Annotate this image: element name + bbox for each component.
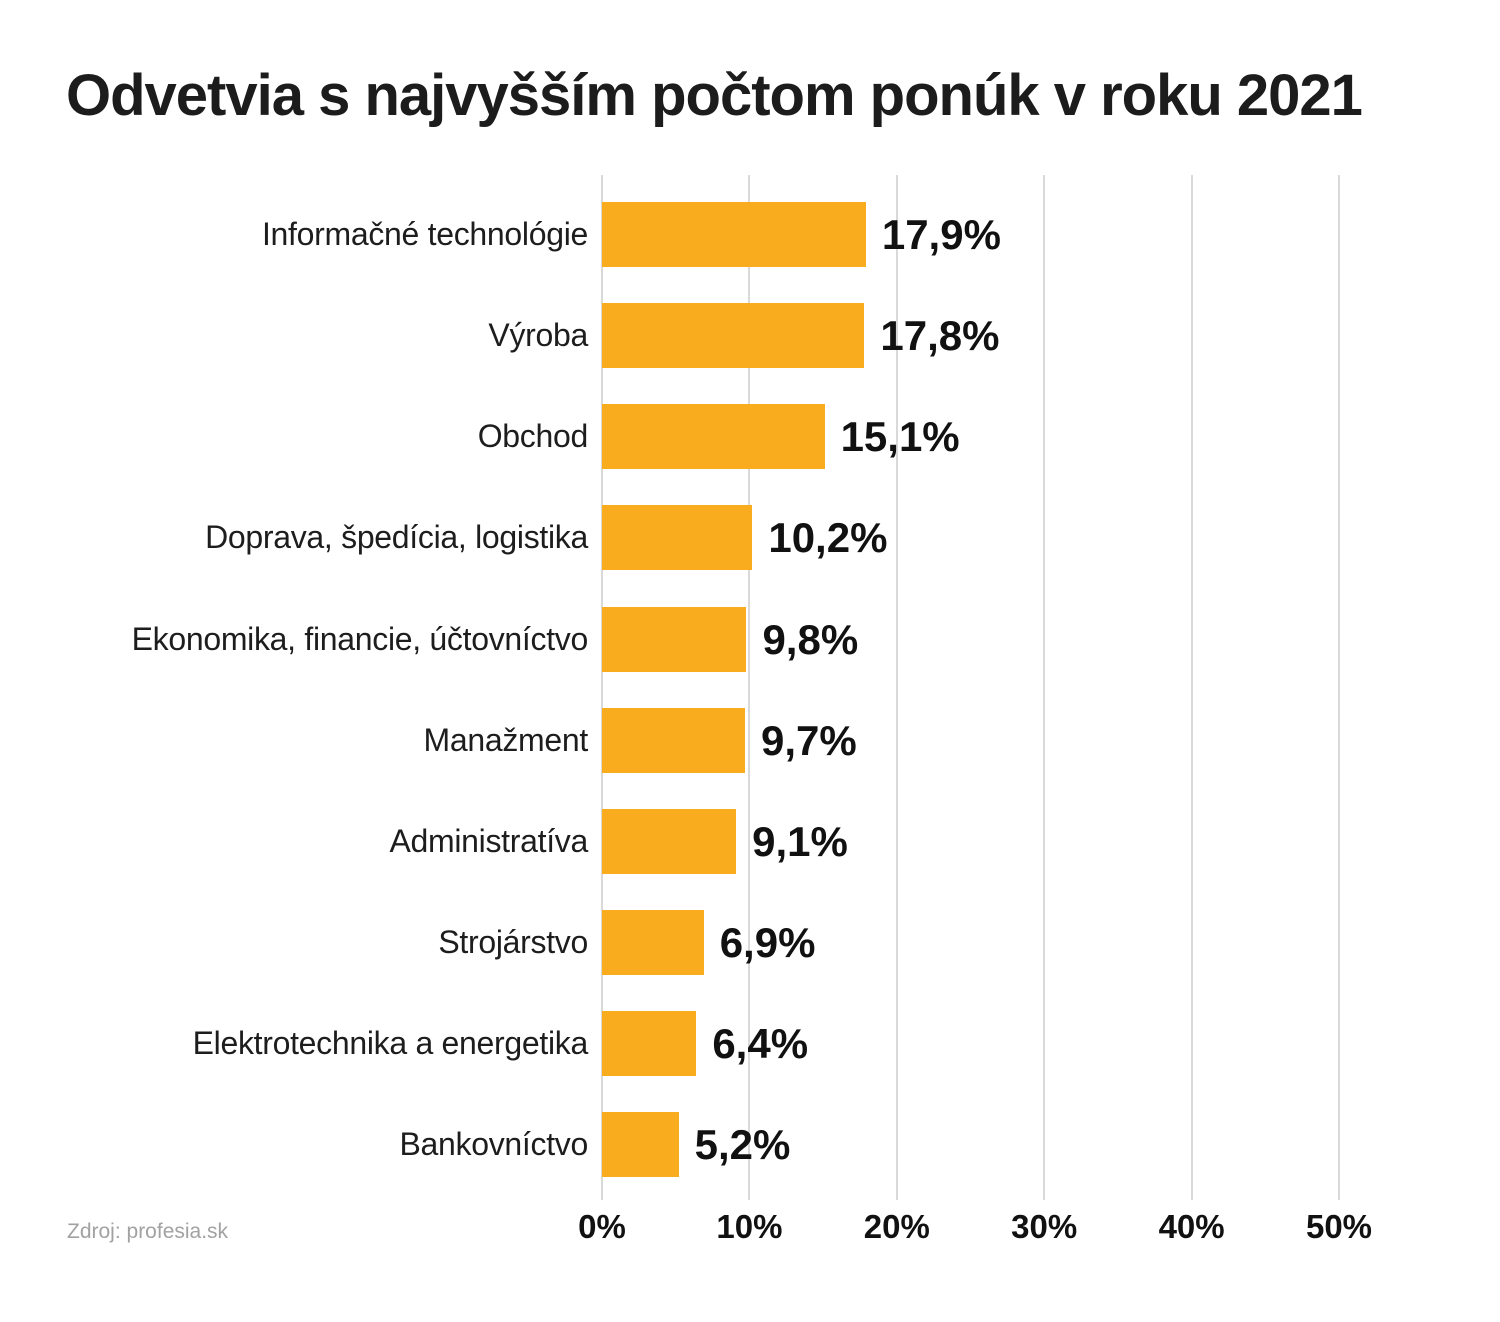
value-label: 6,9% [719, 919, 816, 967]
value-label: 9,7% [760, 716, 857, 764]
bar-row: Manažment 9,7% [0, 707, 1500, 773]
value-label: 17,8% [880, 312, 1000, 360]
category-label: Informačné technológie [261, 216, 588, 252]
bar [602, 910, 704, 976]
x-axis-tick-label: 0% [578, 1208, 626, 1245]
value-label: 10,2% [768, 514, 888, 562]
value-label: 9,8% [762, 615, 859, 663]
value-label: 6,4% [712, 1020, 809, 1068]
bar-row: Elektrotechnika a energetika 6,4% [0, 1011, 1500, 1077]
x-axis-tick-label: 20% [863, 1208, 930, 1245]
value-label: 17,9% [881, 211, 1001, 258]
category-label: Administratíva [389, 822, 588, 859]
bar-row: Administratíva 9,1% [0, 808, 1500, 874]
bar [602, 505, 753, 571]
category-label: Výroba [488, 317, 588, 354]
x-axis-tick-label: 50% [1305, 1208, 1373, 1245]
category-label: Elektrotechnika a energetika [192, 1025, 589, 1062]
bar [602, 1011, 697, 1077]
chart-title: Odvetvia s najvyšším počtom ponúk v roku… [66, 63, 1363, 128]
bar [602, 808, 737, 874]
bar-row: Doprava, špedícia, logistika 10,2% [0, 505, 1500, 571]
value-label: 15,1% [840, 413, 960, 461]
category-label: Strojárstvo [438, 924, 588, 961]
bar [602, 1112, 679, 1178]
x-axis-tick-label: 10% [716, 1208, 783, 1245]
gridline [895, 175, 898, 1200]
gridline [601, 175, 603, 1200]
bar-row: Informačné technológie 17,9% [0, 202, 1500, 267]
bar-row: Strojárstvo 6,9% [0, 910, 1500, 976]
bar-row: Obchod 15,1% [0, 404, 1500, 470]
category-label: Manažment [423, 721, 589, 758]
category-label: Doprava, špedícia, logistika [205, 519, 588, 556]
category-label: Bankovníctvo [399, 1126, 588, 1163]
gridline [1190, 175, 1193, 1200]
bar-row: Ekonomika, financie, účtovníctvo 9,8% [0, 606, 1500, 672]
bar [602, 404, 825, 470]
x-axis-tick-label: 40% [1158, 1208, 1225, 1245]
bar [602, 606, 747, 672]
value-label: 9,1% [752, 817, 848, 865]
bar [602, 202, 866, 267]
bar-row: Výroba 17,8% [0, 303, 1500, 369]
gridline [748, 175, 751, 1200]
bar [602, 707, 745, 773]
category-label: Obchod [477, 418, 589, 455]
x-axis-tick-label: 30% [1011, 1208, 1078, 1245]
source-note: Zdroj: profesia.sk [67, 1220, 229, 1243]
gridline [1043, 175, 1046, 1200]
value-label: 5,2% [694, 1121, 791, 1169]
bar [602, 303, 865, 369]
gridline [1338, 175, 1340, 1200]
bar-row: Bankovníctvo 5,2% [0, 1112, 1500, 1178]
category-label: Ekonomika, financie, účtovníctvo [131, 620, 589, 657]
